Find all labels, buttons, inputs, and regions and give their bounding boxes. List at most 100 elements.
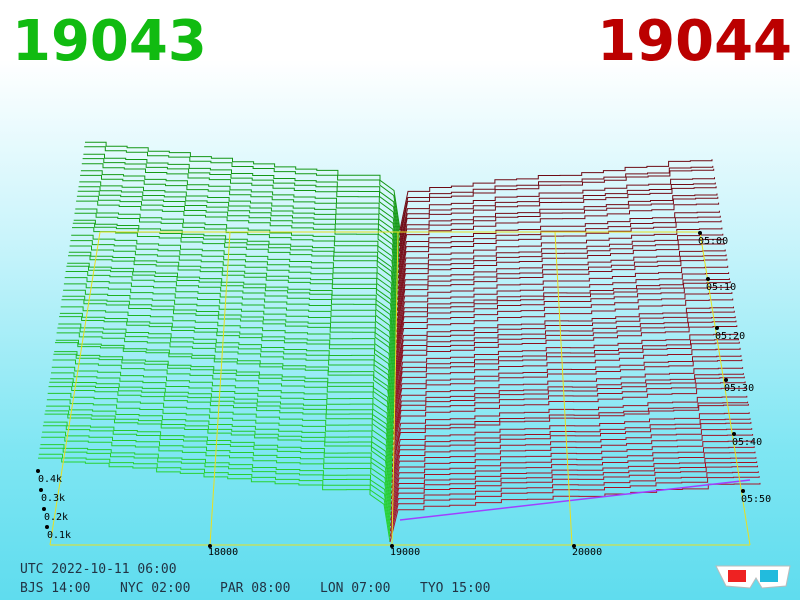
ask-line bbox=[397, 220, 722, 290]
tick-dot bbox=[45, 525, 49, 529]
bid-line bbox=[80, 174, 400, 263]
ask-line bbox=[391, 412, 750, 473]
frame bbox=[49, 231, 751, 546]
price-label: 18000 bbox=[208, 547, 238, 558]
bid-line bbox=[63, 289, 396, 376]
bid-line bbox=[53, 353, 394, 440]
bid-line bbox=[44, 413, 392, 500]
bid-line bbox=[56, 332, 395, 419]
price-label: 20000 bbox=[572, 547, 602, 558]
bid-line bbox=[59, 312, 396, 397]
bid-line bbox=[55, 342, 395, 430]
bid-line bbox=[84, 146, 401, 236]
bid-line bbox=[70, 240, 398, 327]
bid-line bbox=[38, 457, 391, 543]
bid-line bbox=[69, 245, 398, 333]
depth-lines bbox=[38, 141, 761, 543]
ask-line bbox=[395, 281, 731, 349]
bid-line bbox=[68, 255, 397, 344]
zone-time: PAR 08:00 bbox=[220, 581, 290, 596]
ask-line bbox=[390, 440, 754, 500]
bid-line bbox=[54, 351, 394, 435]
ask-line bbox=[399, 165, 714, 236]
tick-dot bbox=[732, 432, 736, 436]
tick-dot bbox=[39, 488, 43, 492]
bid-line bbox=[72, 227, 398, 317]
bid-line bbox=[81, 163, 400, 252]
bid-line bbox=[51, 372, 394, 457]
bid-line bbox=[85, 141, 401, 231]
bid-line bbox=[76, 200, 399, 290]
bid-line bbox=[46, 405, 393, 489]
utc-time: UTC 2022-10-11 06:00 bbox=[20, 562, 177, 577]
depth-label: 0.3k bbox=[41, 493, 65, 504]
ask-line bbox=[397, 238, 725, 306]
ask-line bbox=[393, 355, 742, 419]
ask-line bbox=[395, 306, 734, 370]
ask-line bbox=[389, 482, 761, 543]
ask-line bbox=[391, 422, 752, 483]
bid-line bbox=[52, 359, 394, 446]
bid-line bbox=[64, 277, 397, 365]
tick-dot bbox=[741, 489, 745, 493]
ask-line bbox=[397, 210, 720, 279]
zone-time: BJS 14:00 bbox=[20, 581, 90, 596]
ask-line bbox=[396, 258, 728, 327]
ask-line bbox=[391, 428, 753, 489]
ask-line bbox=[392, 376, 745, 440]
bid-line bbox=[72, 222, 398, 311]
ask-line bbox=[391, 403, 749, 467]
ask-line bbox=[398, 193, 718, 263]
ask-line bbox=[393, 338, 739, 403]
bid-line bbox=[65, 271, 397, 360]
ask-line bbox=[389, 471, 759, 532]
tick-dot bbox=[706, 277, 710, 281]
ask-line bbox=[395, 278, 730, 344]
bid-line bbox=[60, 306, 396, 392]
ask-line bbox=[392, 401, 749, 462]
bid-price: 19043 bbox=[12, 9, 207, 74]
ask-line bbox=[392, 381, 746, 446]
ask-line bbox=[390, 451, 756, 510]
ask-line bbox=[398, 182, 716, 252]
bid-line bbox=[42, 431, 392, 516]
zone-time: NYC 02:00 bbox=[120, 581, 190, 596]
time-label: 05:10 bbox=[706, 282, 736, 293]
ask-line bbox=[393, 367, 744, 430]
bid-line bbox=[66, 265, 397, 354]
bid-line bbox=[48, 386, 393, 473]
ask-line bbox=[398, 202, 720, 274]
bid-line bbox=[71, 234, 398, 322]
bid-line bbox=[45, 410, 393, 494]
ask-line bbox=[398, 177, 715, 247]
ask-line bbox=[390, 457, 757, 516]
ask-line bbox=[396, 265, 729, 333]
ask-line bbox=[395, 286, 732, 354]
tick-dot bbox=[208, 544, 212, 548]
bid-line bbox=[47, 392, 393, 478]
depth-label: 0.1k bbox=[47, 530, 71, 541]
bid-line bbox=[77, 190, 399, 279]
ask-price: 19044 bbox=[597, 9, 792, 74]
ask-line bbox=[395, 298, 734, 365]
bid-line bbox=[39, 447, 391, 532]
bid-line bbox=[80, 170, 400, 257]
ask-line bbox=[393, 347, 741, 414]
ask-line bbox=[391, 434, 754, 494]
bid-line bbox=[46, 399, 393, 483]
bid-line bbox=[68, 251, 398, 338]
bid-line bbox=[49, 381, 393, 467]
ask-line bbox=[392, 373, 744, 435]
bid-line bbox=[61, 299, 396, 387]
time-label: 05:40 bbox=[732, 437, 762, 448]
ask-line bbox=[394, 325, 738, 392]
bid-line bbox=[38, 453, 391, 537]
ask-line bbox=[394, 310, 735, 376]
ask-line bbox=[390, 465, 758, 526]
bid-line bbox=[75, 208, 399, 295]
bid-line bbox=[59, 316, 395, 403]
bid-line bbox=[42, 425, 392, 510]
ask-line bbox=[392, 387, 747, 451]
tick-dot bbox=[572, 544, 576, 548]
depth-label: 0.2k bbox=[44, 512, 68, 523]
